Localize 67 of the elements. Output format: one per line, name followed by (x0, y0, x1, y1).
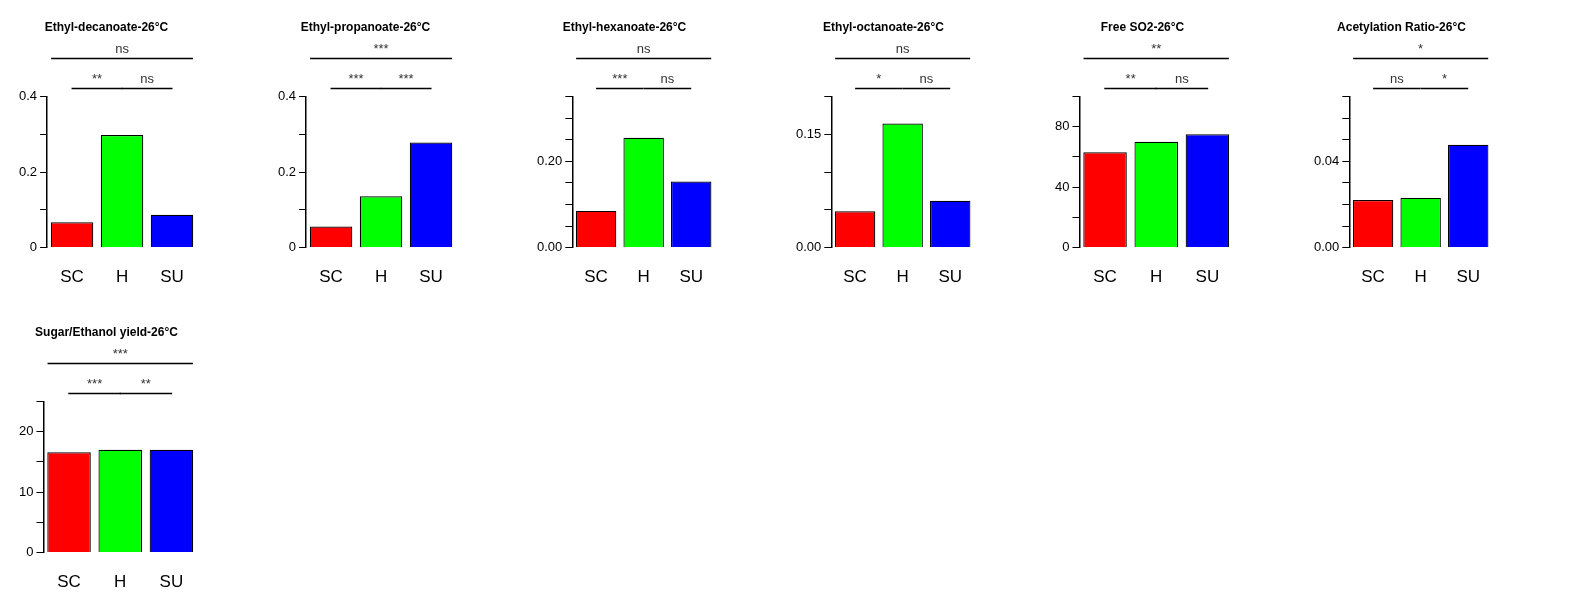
y-tick-label: 0.00 (1313, 239, 1340, 255)
y-tick-label: 0 (26, 544, 34, 560)
x-tick-label: SU (1195, 267, 1220, 287)
text: *** (398, 71, 414, 87)
text: ns (636, 41, 652, 57)
y-tick-label: 0.00 (795, 239, 822, 255)
y-tick-label: 0 (288, 239, 297, 255)
y-tick-label: 0.4 (18, 87, 38, 103)
y-tick-label: 20 (18, 423, 34, 439)
x-tick-label: SC (57, 572, 81, 592)
y-tick-label: 0.20 (536, 152, 563, 168)
x-tick-label: H (1150, 267, 1163, 287)
text: ns (140, 71, 155, 87)
chart-title: Ethyl-hexanoate-26°C (562, 19, 687, 34)
x-tick-label: SC (584, 267, 608, 287)
text: *** (612, 71, 628, 87)
x-tick-label: SC (319, 267, 343, 287)
text: ns (115, 41, 130, 57)
text: ** (91, 71, 103, 87)
x-tick-label: SU (1456, 267, 1481, 287)
x-tick-label: SC (843, 267, 867, 287)
x-tick-label: SC (60, 267, 84, 287)
text: * (1418, 41, 1424, 57)
y-tick-label: 0.2 (18, 163, 38, 179)
x-tick-label: H (1414, 267, 1427, 287)
chart-title: Ethyl-decanoate-26°C (44, 19, 169, 34)
text: ns (660, 71, 675, 87)
y-tick-label: 0.4 (277, 87, 297, 103)
y-tick-label: 10 (18, 483, 34, 499)
text: *** (87, 376, 103, 392)
text: * (1441, 71, 1447, 87)
text: ** (1151, 41, 1162, 57)
text: ns (1390, 71, 1405, 87)
y-tick-label: 0 (1062, 239, 1070, 255)
x-tick-label: SC (1093, 267, 1117, 287)
text: ** (140, 376, 151, 392)
chart-title: Ethyl-propanoate-26°C (300, 19, 431, 34)
x-tick-label: H (637, 267, 650, 287)
x-tick-label: SU (160, 267, 184, 287)
x-tick-label: SU (419, 267, 443, 287)
y-tick-label: 80 (1054, 118, 1070, 134)
text: ns (1174, 71, 1190, 87)
y-tick-label: 0 (29, 239, 38, 255)
x-tick-label: SU (938, 267, 963, 287)
chart-title: Acetylation Ratio-26°C (1337, 19, 1467, 34)
text: *** (373, 41, 389, 57)
text: ** (1125, 71, 1136, 87)
x-tick-label: H (115, 267, 129, 287)
y-tick-label: 0.15 (795, 125, 822, 141)
y-tick-label: 0.2 (277, 163, 297, 179)
chart-title: Ethyl-octanoate-26°C (823, 19, 945, 34)
y-tick-label: 40 (1054, 178, 1070, 194)
chart-title: Free SO2-26°C (1100, 19, 1185, 34)
y-tick-label: 0.04 (1313, 152, 1340, 168)
x-tick-label: H (896, 267, 909, 287)
x-tick-label: SC (1361, 267, 1385, 287)
x-tick-label: SU (679, 267, 704, 287)
x-tick-label: H (374, 267, 388, 287)
text: ns (919, 71, 934, 87)
x-tick-label: H (114, 572, 127, 592)
y-tick-label: 0.00 (536, 239, 563, 255)
text: *** (112, 346, 128, 362)
text: ns (895, 41, 911, 57)
x-tick-label: SU (159, 572, 184, 592)
text: * (876, 71, 882, 87)
text: *** (348, 71, 364, 87)
chart-title: Sugar/Ethanol yield-26°C (35, 324, 179, 339)
